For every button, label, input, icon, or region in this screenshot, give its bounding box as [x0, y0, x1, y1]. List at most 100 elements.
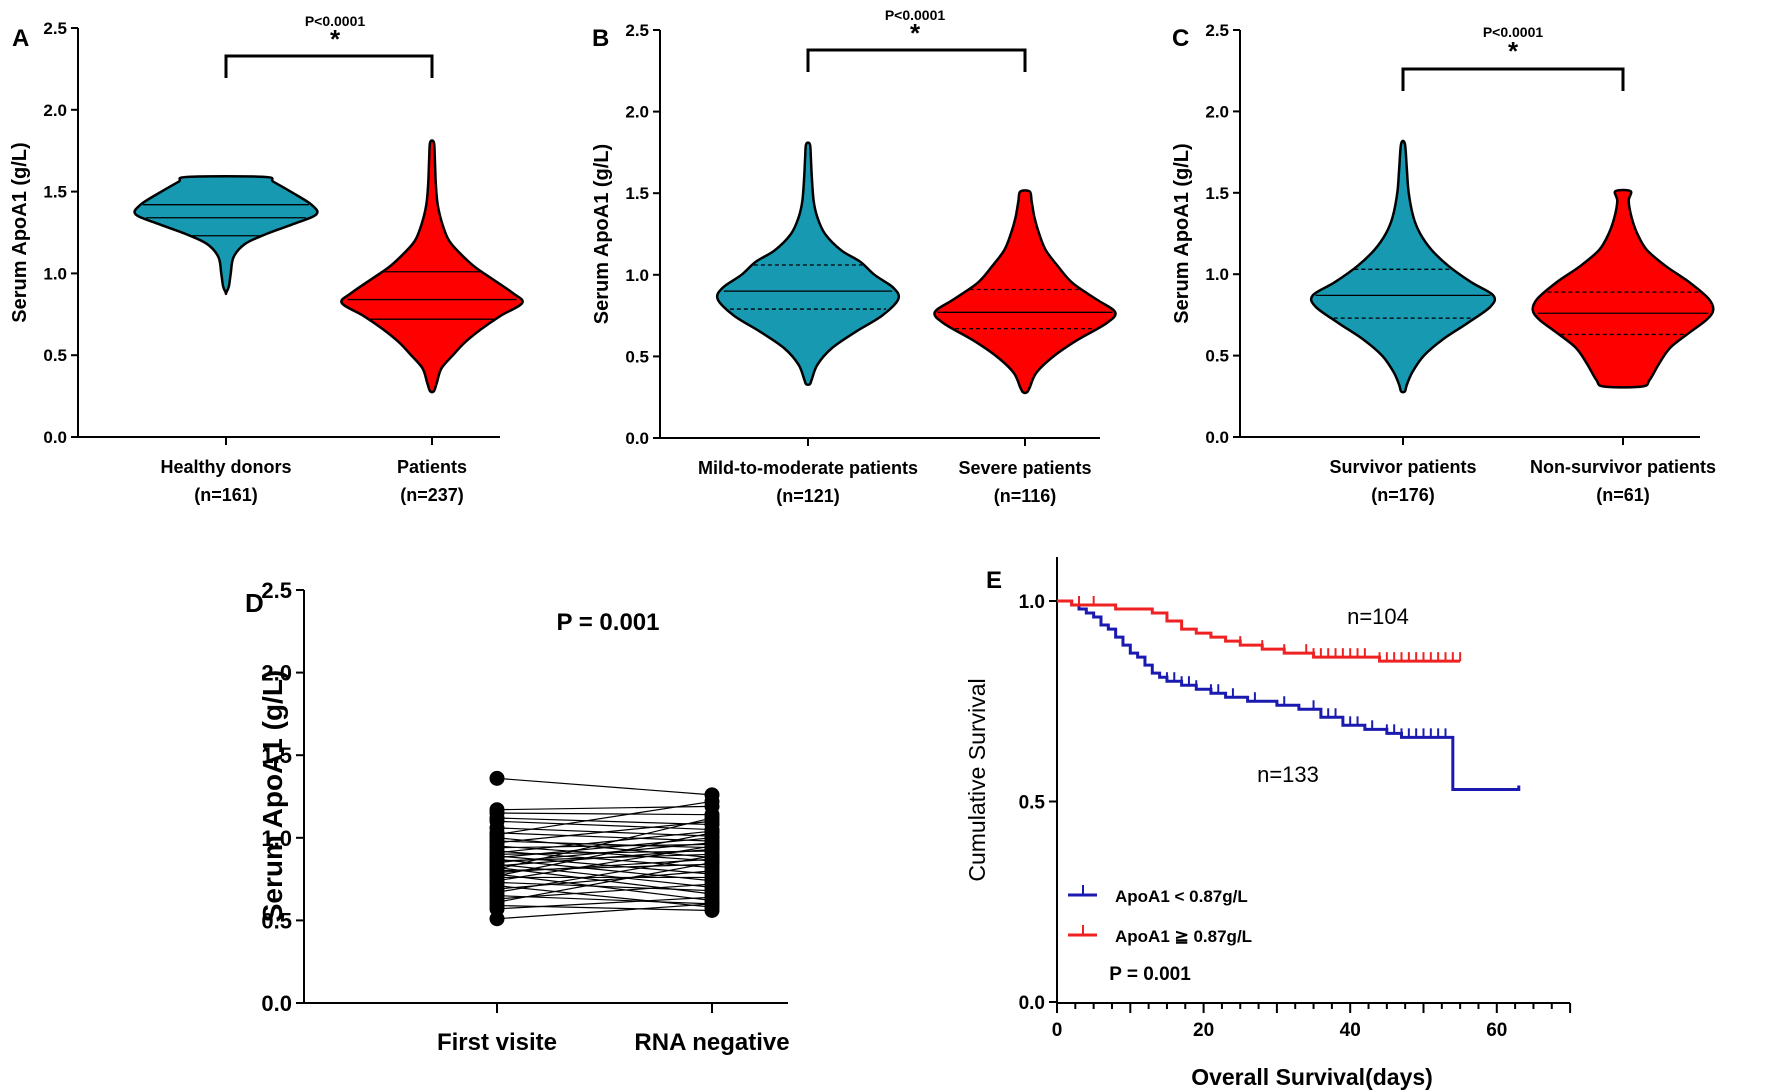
y-tick-label: 2.5 [625, 21, 649, 40]
pair-line [496, 837, 713, 859]
panel-label: D [245, 588, 264, 618]
y-tick-label: 1.0 [625, 266, 649, 285]
x-category-n: (n=161) [194, 485, 258, 505]
pair-line [496, 845, 713, 882]
x-category-label: Non-survivor patients [1530, 457, 1716, 477]
point-rna-negative [704, 810, 720, 826]
significance-bracket [806, 48, 1027, 72]
violin-red [1531, 188, 1715, 389]
pair-line [496, 881, 713, 892]
survival-curve-km_red [1057, 599, 1461, 663]
x-category-label: Mild-to-moderate patients [698, 458, 918, 478]
significance-star: * [910, 18, 921, 48]
y-tick-label: 0.5 [43, 346, 67, 365]
y-tick-label: 0.0 [625, 429, 649, 448]
pair-line [496, 861, 713, 903]
x-tick-label: 0 [1052, 1020, 1063, 1041]
p-value-label: P<0.0001 [1483, 24, 1544, 40]
y-tick-label: 2.0 [1205, 102, 1229, 121]
point-rna-negative [704, 793, 720, 809]
x-category-n: (n=121) [776, 486, 840, 506]
y-tick-label: 0.0 [1019, 993, 1045, 1014]
y-tick-label: 0.5 [261, 908, 292, 933]
pair-line [496, 820, 713, 831]
y-tick-label: 2.5 [261, 578, 292, 603]
pair-line [496, 817, 713, 870]
x-category-n: (n=116) [994, 486, 1057, 506]
y-tick-label: 1.0 [261, 826, 292, 851]
y-axis-label: Serum ApoA1 (g/L) [9, 142, 31, 322]
n-label-low: n=133 [1257, 762, 1319, 787]
n-label-high: n=104 [1347, 604, 1409, 629]
panel-label: C [1172, 25, 1189, 52]
violin-red [933, 189, 1117, 395]
violin-panel-b: B 0.0 0.5 1.0 1.5 2.0 2.5 Serum ApoA1 (g/L) Mild… [591, 7, 1117, 506]
y-tick-label: 1.0 [1205, 265, 1229, 284]
x-category-n: (n=61) [1596, 485, 1650, 505]
y-tick-label: 2.0 [261, 661, 292, 686]
y-tick-label: 1.5 [261, 743, 292, 768]
violin-panel-a: A 0.0 0.5 1.0 1.5 2.0 2.5 Serum ApoA1 (g/L) Heal… [9, 13, 524, 505]
point-rna-negative [704, 825, 720, 841]
x-category-n: (n=176) [1371, 485, 1435, 505]
pair-line [496, 777, 713, 796]
pair-line [496, 885, 713, 908]
y-tick-label: 0.5 [1205, 347, 1229, 366]
y-tick-label: 0.0 [43, 428, 67, 447]
point-rna-negative [704, 896, 720, 912]
x-category-label: Patients [397, 457, 467, 477]
y-axis-label: Cumulative Survival [964, 678, 990, 881]
y-tick-label: 0.5 [625, 347, 649, 366]
y-tick-label: 0.5 [1019, 793, 1046, 814]
y-tick-label: 0.0 [1205, 428, 1229, 447]
km-panel-e: E 0.0 0.5 1.0 0 20 40 60 Overall Survival(days) C… [964, 557, 1572, 1090]
point-first-visit [489, 911, 505, 927]
pair-line [496, 842, 713, 864]
y-tick-label: 1.5 [43, 183, 67, 202]
p-value-label: P = 0.001 [1109, 964, 1191, 985]
pair-line [496, 832, 713, 877]
pair-line [496, 800, 713, 836]
pair-line [496, 843, 713, 849]
y-tick-label: 1.0 [1019, 592, 1045, 613]
violin-red [340, 139, 524, 394]
pair-line [496, 830, 713, 854]
significance-bracket [1401, 67, 1625, 91]
pair-line [496, 820, 713, 844]
x-category-label: RNA negative [634, 1029, 789, 1056]
p-value-label: P<0.0001 [885, 7, 946, 23]
x-category-n: (n=237) [400, 485, 464, 505]
y-tick-label: 1.5 [625, 184, 649, 203]
x-tick-label: 60 [1486, 1020, 1507, 1041]
p-value-label: P<0.0001 [305, 13, 366, 29]
violin-teal [715, 141, 901, 387]
y-axis-label: Serum ApoA1 (g/L) [257, 670, 288, 923]
pair-line [496, 873, 713, 902]
x-category-label: Healthy donors [160, 457, 291, 477]
panel-label: E [986, 567, 1002, 594]
x-axis-label: Overall Survival(days) [1191, 1064, 1433, 1090]
p-value-label: P = 0.001 [557, 609, 660, 636]
point-first-visit [489, 770, 505, 786]
y-tick-label: 1.0 [43, 264, 67, 283]
y-tick-label: 2.0 [625, 103, 649, 122]
pair-line [496, 903, 713, 920]
pair-line [496, 855, 713, 893]
point-rna-negative [704, 855, 720, 871]
legend-label: ApoA1 < 0.87g/L [1115, 887, 1248, 906]
violin-teal [1309, 139, 1497, 394]
y-axis-label: Serum ApoA1 (g/L) [1171, 143, 1193, 323]
y-tick-label: 2.5 [43, 19, 67, 38]
y-tick-label: 2.5 [1205, 21, 1229, 40]
x-tick-label: 20 [1193, 1020, 1214, 1041]
y-tick-label: 1.5 [1205, 184, 1229, 203]
pair-line [496, 812, 713, 816]
violin-teal [133, 175, 319, 296]
significance-star: * [330, 24, 341, 54]
violin-panel-c: C 0.0 0.5 1.0 1.5 2.0 2.5 Serum ApoA1 (g/L) Surv… [1171, 21, 1716, 505]
x-tick-label: 40 [1340, 1020, 1361, 1041]
legend-label: ApoA1 ≧ 0.87g/L [1115, 927, 1252, 946]
pair-line [496, 817, 713, 826]
panel-label: B [592, 25, 609, 52]
